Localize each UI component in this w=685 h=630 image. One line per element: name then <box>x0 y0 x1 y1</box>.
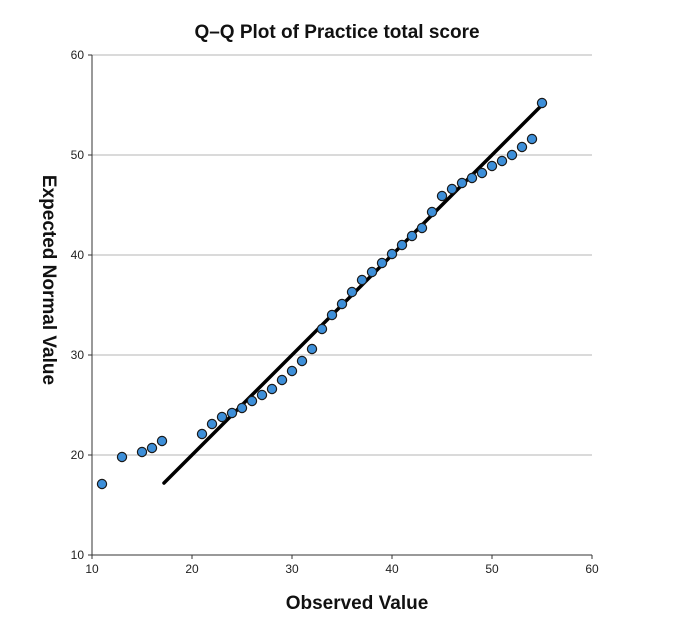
data-point <box>316 323 328 335</box>
data-point <box>266 383 278 395</box>
data-point <box>156 435 168 447</box>
data-point <box>226 407 238 419</box>
y-tick-label: 50 <box>71 148 85 162</box>
data-point <box>436 190 448 202</box>
data-point <box>216 411 228 423</box>
data-point <box>326 309 338 321</box>
data-point <box>386 248 398 260</box>
data-point <box>246 395 258 407</box>
data-point <box>526 133 538 145</box>
chart-title: Q–Q Plot of Practice total score <box>194 22 479 43</box>
y-tick-labels: 10 20 30 40 50 60 <box>71 48 92 562</box>
data-point <box>396 239 408 251</box>
x-tick-labels: 10 20 30 40 50 60 <box>85 555 599 576</box>
y-axis-title: Expected Normal Value <box>38 175 59 385</box>
data-point <box>466 172 478 184</box>
data-point <box>336 298 348 310</box>
data-point <box>146 442 158 454</box>
x-tick-label: 30 <box>285 562 299 576</box>
data-point <box>236 402 248 414</box>
data-point <box>256 389 268 401</box>
data-point <box>286 365 298 377</box>
data-point <box>376 257 388 269</box>
data-points <box>96 97 548 490</box>
y-tick-label: 10 <box>71 548 85 562</box>
data-point <box>356 274 368 286</box>
data-point <box>276 374 288 386</box>
x-tick-label: 40 <box>385 562 399 576</box>
data-point <box>486 160 498 172</box>
x-tick-label: 60 <box>585 562 599 576</box>
data-point <box>116 451 128 463</box>
data-point <box>406 230 418 242</box>
x-tick-label: 50 <box>485 562 499 576</box>
data-point <box>366 266 378 278</box>
x-axis-title: Observed Value <box>286 593 429 614</box>
data-point <box>416 222 428 234</box>
data-point <box>536 97 548 109</box>
y-tick-label: 20 <box>71 448 85 462</box>
data-point <box>446 183 458 195</box>
axes <box>91 55 592 556</box>
data-point <box>346 286 358 298</box>
data-point <box>206 418 218 430</box>
x-tick-label: 10 <box>85 562 99 576</box>
data-point <box>456 177 468 189</box>
data-point <box>136 446 148 458</box>
data-point <box>296 355 308 367</box>
x-tick-label: 20 <box>185 562 199 576</box>
data-point <box>306 343 318 355</box>
gridlines <box>92 54 592 456</box>
data-point <box>496 155 508 167</box>
data-point <box>506 149 518 161</box>
y-tick-label: 30 <box>71 348 85 362</box>
data-point <box>476 167 488 179</box>
y-tick-label: 40 <box>71 248 85 262</box>
data-point <box>96 478 108 490</box>
y-tick-label: 60 <box>71 48 85 62</box>
data-point <box>516 141 528 153</box>
data-point <box>426 206 438 218</box>
data-point <box>196 428 208 440</box>
